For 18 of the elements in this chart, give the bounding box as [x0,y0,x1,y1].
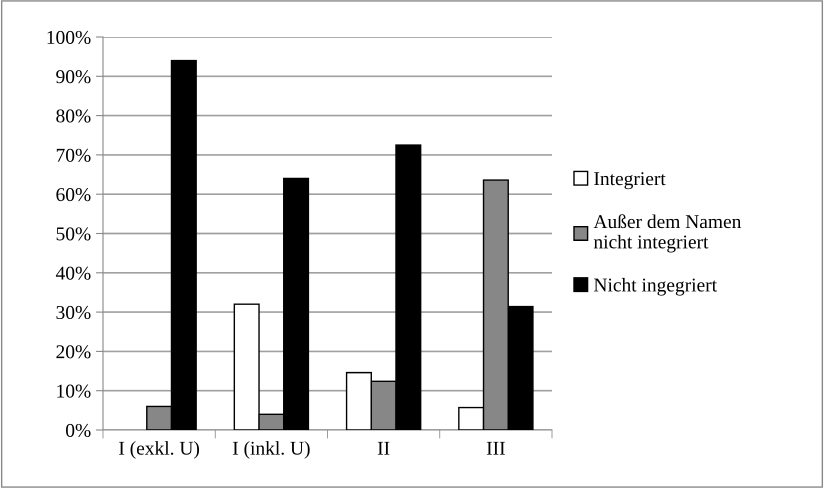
x-tick-label: I (exkl. U) [119,441,200,459]
x-tick-label: I (inkl. U) [232,441,310,459]
y-tick-label: 10% [57,384,91,398]
legend-label: Außer dem Namen nicht integriert [594,214,742,253]
y-tick-label: 50% [56,227,91,240]
y-tick-label: 100% [48,30,91,44]
y-tick-label: 40% [56,266,91,280]
y-tick-label: 70% [56,148,91,162]
legend-label: Nicht ingegriert [594,278,717,296]
y-tick-label: 60% [56,188,91,202]
y-tick-label: 30% [56,306,91,320]
x-tick-label: III [486,442,505,455]
y-tick-label: 20% [56,345,91,358]
x-tick-label: II [378,442,390,455]
legend-label: Integriert [594,172,666,190]
y-tick-label: 90% [56,70,91,84]
y-tick-label: 0% [66,424,91,437]
y-tick-label: 80% [56,109,91,123]
